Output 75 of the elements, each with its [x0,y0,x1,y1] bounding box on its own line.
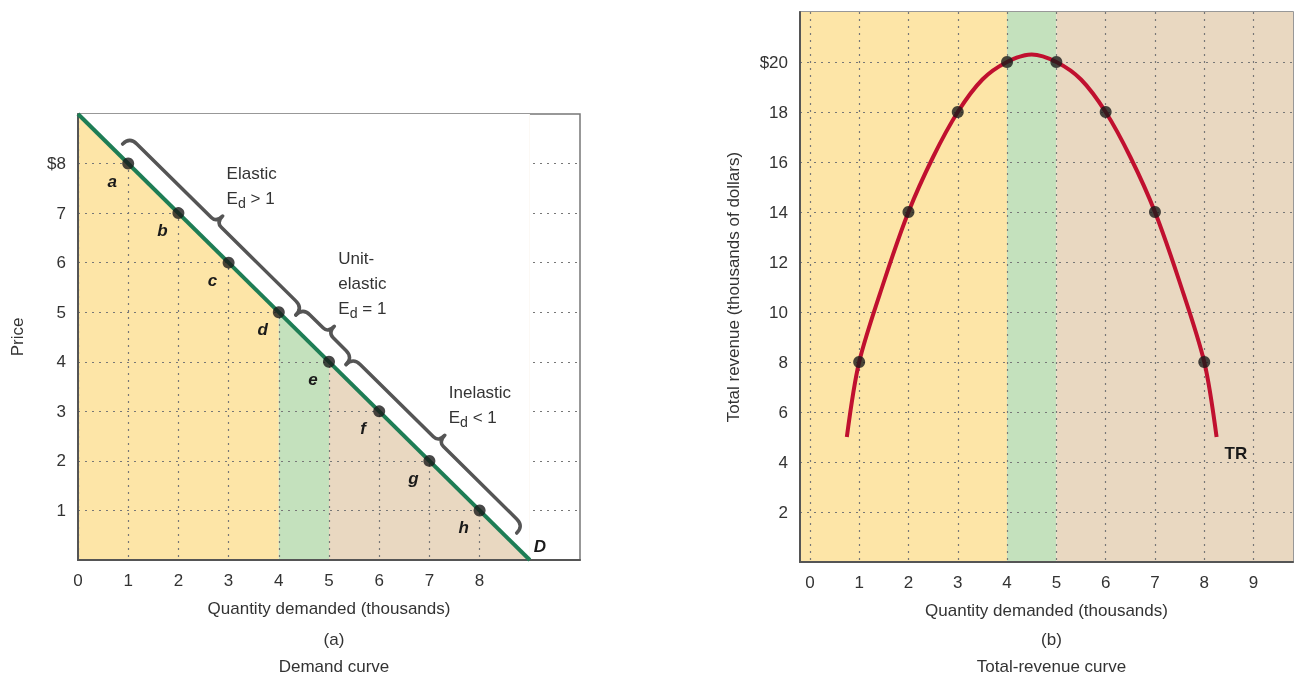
y-tick-label: 16 [769,152,788,172]
point [222,256,235,269]
y-tick-label: 2 [778,502,788,522]
y-tick-label: 3 [56,401,66,421]
x-tick-label: 7 [424,571,435,590]
y-tick-label: 7 [56,203,66,223]
y-axis-title: Total revenue (thousands of dollars) [724,151,743,423]
point [172,207,185,220]
x-axis-title: Quantity demanded (thousands) [925,601,1168,620]
y-tick-label: 4 [56,352,66,372]
x-tick-label: 1 [854,573,864,592]
annotation: a [107,171,117,192]
y-tick-label: 18 [769,102,788,122]
y-tick-label: 6 [56,253,66,273]
point [423,454,436,467]
x-tick-label: 8 [1199,573,1209,592]
y-tick-label: $8 [47,154,66,174]
point [1148,206,1161,218]
point [373,405,386,418]
x-tick-label: 7 [1150,573,1160,592]
annotation: e [308,369,318,390]
y-tick-label: 6 [778,402,788,422]
annotation: g [408,468,419,489]
y-tick-label: 12 [769,252,788,272]
band-label: Elastic E$_{d}$ > 1 [226,162,277,213]
y-tick-label: $20 [759,52,788,72]
x-tick-label: 0 [805,573,815,592]
text: Demand curve [278,657,390,676]
x-axis-title: Quantity demanded (thousands) [207,599,451,618]
point [1050,56,1063,68]
x-tick-label: 5 [1051,573,1062,592]
y-tick-label: 10 [769,302,788,322]
point [951,106,964,118]
x-tick-label: 2 [173,571,184,590]
annotation: c [207,270,218,291]
y-tick-label: 2 [56,451,66,471]
point [853,356,866,368]
point [1099,106,1112,118]
x-tick-label: 4 [1002,573,1012,592]
point [902,206,915,218]
x-tick-label: 8 [474,571,485,590]
text: Total-revenue curve [976,657,1127,676]
x-tick-label: 6 [1100,573,1111,592]
point [473,504,486,517]
series-label: D [533,536,547,556]
x-tick-label: 6 [374,571,384,590]
x-tick-label: 1 [123,571,133,590]
x-tick-label: 0 [73,571,83,590]
annotation: f [360,419,367,440]
text: (a) [323,630,345,649]
point [1001,56,1014,68]
annotation: h [458,518,469,539]
line-series [844,52,1219,439]
x-tick-label: 3 [953,573,963,592]
y-tick-label: 1 [56,500,66,520]
annotation: b [157,221,168,242]
x-tick-label: 5 [324,571,334,590]
y-tick-label: 14 [769,202,788,222]
y-tick-label: 8 [778,352,788,372]
point [122,157,135,170]
x-tick-label: 2 [903,573,914,592]
text: (b) [1041,630,1062,649]
band-label: Unit- elastic E$_{d}$ = 1 [338,247,387,324]
x-tick-label: 3 [223,571,234,590]
y-tick-label: 4 [778,452,788,472]
y-tick-label: 5 [56,302,66,322]
band-label: Inelastic E$_{d}$ < 1 [448,381,512,433]
y-axis-title: Price [8,317,27,357]
point [1198,356,1211,368]
x-tick-label: 4 [274,571,284,590]
annotation: d [257,320,268,341]
point [323,355,335,368]
x-tick-label: 9 [1248,573,1259,592]
point [272,306,285,319]
series-label: TR [1224,443,1248,463]
